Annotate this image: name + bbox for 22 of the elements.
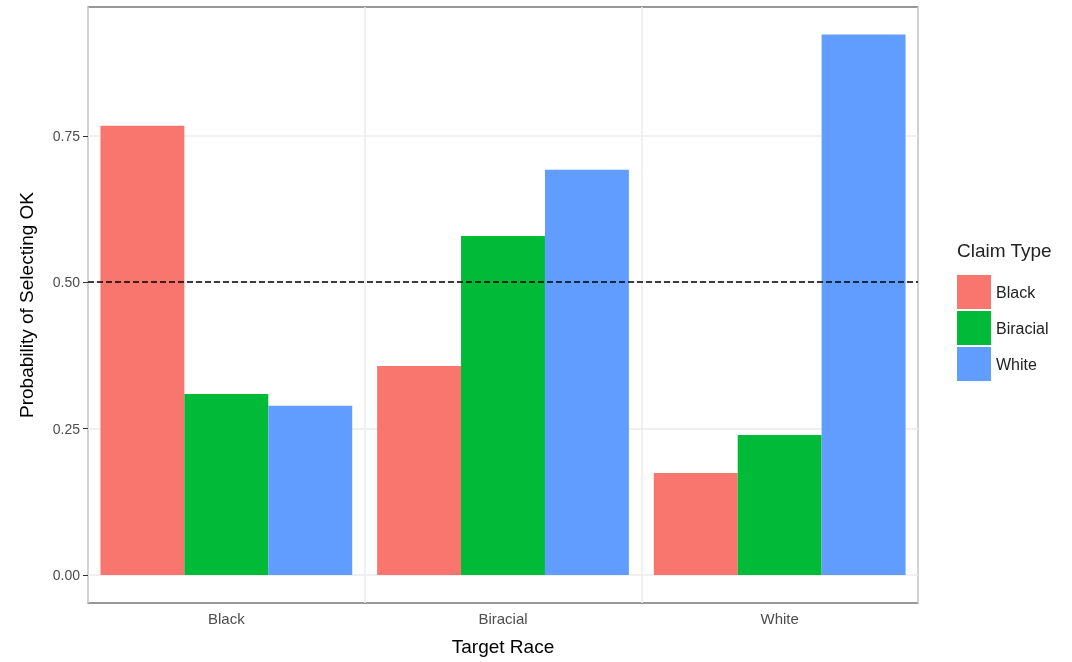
legend-title: Claim Type [957,240,1052,261]
y-tick-label: 0.00 [52,566,81,583]
bar [737,434,822,575]
x-tick-label: White [760,610,799,627]
bar [544,169,629,575]
bar [184,393,269,575]
y-tick-label: 0.75 [52,127,81,144]
bar [461,235,545,575]
x-axis-title: Target Race [451,636,555,657]
bar [268,405,353,575]
bar [100,125,185,575]
bar [377,365,462,575]
legend-label: White [996,355,1037,373]
legend-label: Biracial [996,319,1049,337]
bar [821,34,906,575]
y-tick-label: 0.50 [52,274,81,291]
legend-label: Black [996,283,1037,301]
y-axis-title: Probability of Selecting OK [16,191,37,419]
y-tick-label: 0.25 [52,420,81,437]
x-tick-label: Black [207,610,246,627]
x-tick-label: Biracial [478,610,528,627]
bar [653,473,738,575]
